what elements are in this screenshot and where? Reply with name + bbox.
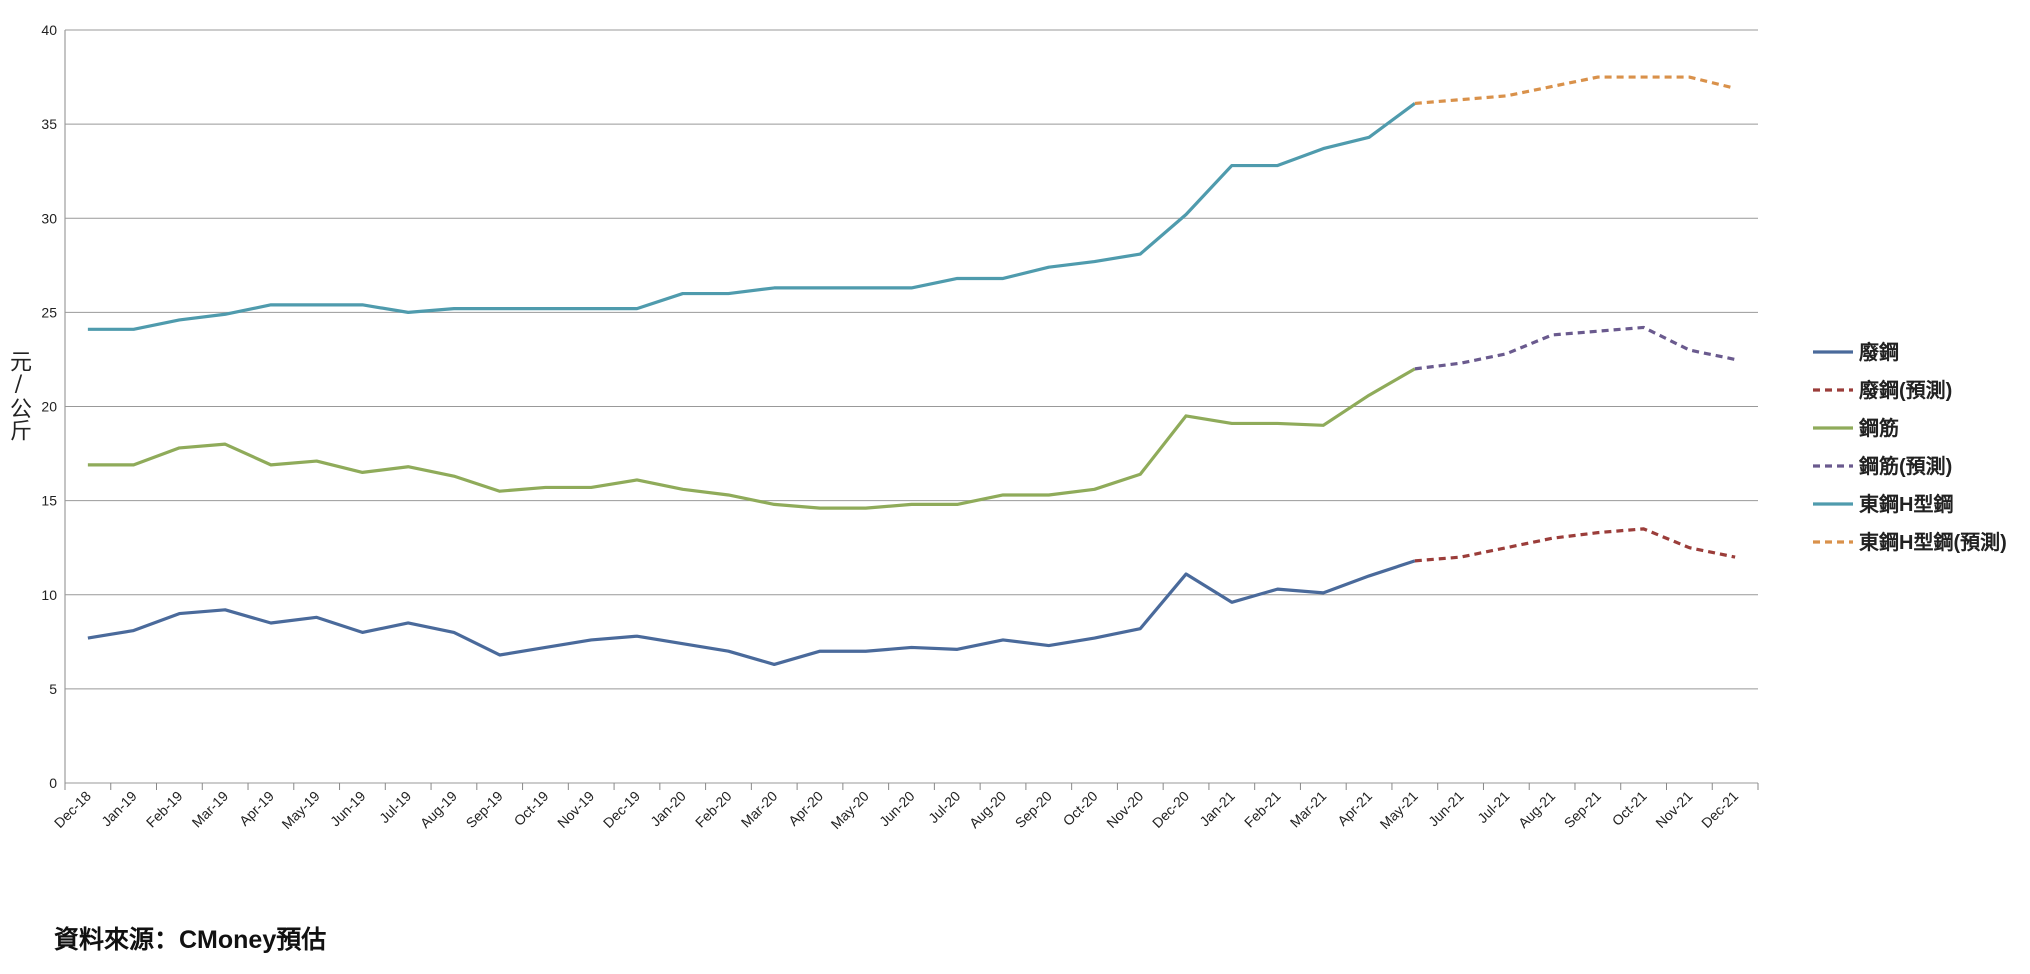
x-tick-label: Oct-21 (1609, 788, 1650, 829)
legend-label: 鋼筋(預測) (1859, 454, 1952, 478)
x-tick-label: Sep-21 (1561, 788, 1604, 831)
x-tick-label: Jan-19 (98, 788, 140, 830)
x-tick-label: Jan-21 (1196, 788, 1238, 830)
x-tick-label: Dec-20 (1149, 788, 1192, 831)
legend-label: 廢鋼(預測) (1859, 378, 1952, 402)
x-tick-label: Sep-20 (1012, 788, 1055, 831)
x-tick-label: Dec-21 (1698, 788, 1741, 831)
y-tick-label: 30 (41, 210, 57, 226)
x-tick-label: Aug-21 (1515, 788, 1558, 831)
x-tick-label: Feb-19 (143, 788, 186, 831)
x-tick-label: Jun-19 (327, 788, 369, 830)
y-tick-label: 40 (41, 22, 57, 38)
y-axis-label: 元/公斤 (6, 350, 31, 441)
y-tick-label: 35 (41, 116, 57, 132)
x-tick-label: Jul-20 (925, 788, 963, 826)
x-tick-label: Dec-19 (600, 788, 643, 831)
x-tick-label: Apr-21 (1334, 788, 1375, 829)
x-tick-label: Nov-19 (554, 788, 597, 831)
source-note: 資料來源：CMoney預估 (54, 926, 327, 954)
x-tick-label: Feb-21 (1241, 788, 1284, 831)
legend-label: 東鋼H型鋼(預測) (1859, 530, 2007, 554)
x-tick-label: Aug-20 (966, 788, 1009, 831)
x-tick-label: Jul-21 (1474, 788, 1512, 826)
x-tick-label: May-21 (1377, 788, 1421, 832)
x-tick-label: Jun-21 (1425, 788, 1467, 830)
series-line (1414, 325, 1736, 371)
y-tick-label: 25 (41, 304, 57, 320)
legend-label: 鋼筋 (1859, 416, 1899, 440)
x-tick-label: May-20 (828, 788, 872, 832)
series-line (1414, 527, 1736, 563)
y-tick-label: 0 (49, 775, 57, 791)
x-tick-label: Sep-19 (463, 788, 506, 831)
x-tick-label: Oct-19 (511, 788, 552, 829)
y-tick-label: 15 (41, 493, 57, 509)
x-tick-label: Aug-19 (417, 788, 460, 831)
x-tick-label: Jul-19 (376, 788, 414, 826)
x-tick-label: Jun-20 (876, 788, 918, 830)
x-tick-label: Nov-21 (1652, 788, 1695, 831)
x-tick-label: Dec-18 (51, 788, 94, 831)
series-line (87, 559, 1416, 667)
legend-label: 東鋼H型鋼 (1859, 492, 1953, 516)
x-tick-label: Oct-20 (1060, 788, 1101, 829)
series-line (87, 102, 1416, 331)
legend-label: 廢鋼 (1859, 340, 1899, 364)
series-line (1414, 75, 1736, 106)
x-tick-label: Mar-21 (1287, 788, 1330, 831)
x-tick-label: Jan-20 (647, 788, 689, 830)
x-tick-label: Nov-20 (1103, 788, 1146, 831)
x-tick-label: Apr-19 (236, 788, 277, 829)
y-tick-label: 10 (41, 587, 57, 603)
series-line (87, 367, 1416, 510)
x-tick-label: Feb-20 (692, 788, 735, 831)
y-tick-label: 5 (49, 681, 57, 697)
x-tick-label: May-19 (278, 788, 322, 832)
x-tick-label: Apr-20 (785, 788, 826, 829)
x-tick-label: Mar-19 (189, 788, 232, 831)
x-tick-label: Mar-20 (738, 788, 781, 831)
y-tick-label: 20 (41, 399, 57, 415)
